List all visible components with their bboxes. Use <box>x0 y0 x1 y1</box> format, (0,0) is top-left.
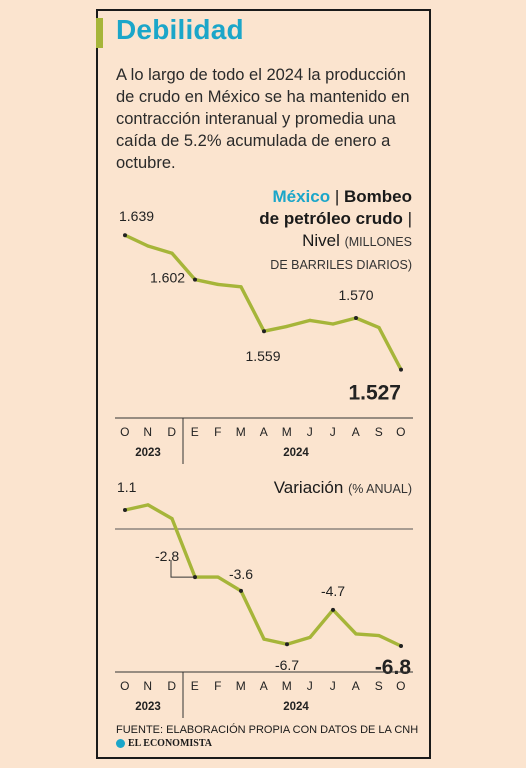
chart1-name-line1: Bombeo <box>344 187 412 206</box>
label-marker <box>193 277 197 282</box>
title-accent-bar <box>96 18 103 48</box>
logo-text: EL ECONOMISTA <box>128 738 212 749</box>
data-label: 1.570 <box>338 287 373 303</box>
x-tick-label: F <box>214 425 222 439</box>
year-label: 2023 <box>135 701 161 713</box>
chart1-country: México <box>272 187 331 206</box>
x-tick-label: O <box>120 679 130 693</box>
label-marker <box>399 643 403 648</box>
label-marker <box>239 588 243 593</box>
data-point <box>239 285 243 289</box>
chart2-unit: (% ANUAL) <box>348 482 412 496</box>
data-label: -3.6 <box>229 566 253 582</box>
data-label: 1.559 <box>245 348 280 364</box>
label-marker <box>354 316 358 320</box>
data-label: -4.7 <box>321 583 345 599</box>
x-tick-label: J <box>330 425 337 439</box>
label-marker <box>285 642 289 647</box>
data-point <box>377 634 381 638</box>
data-point <box>377 326 381 330</box>
data-point <box>216 575 220 579</box>
x-tick-label: M <box>282 679 293 693</box>
x-tick-label: N <box>143 679 152 693</box>
chart1-unit-line1: (MILLONES <box>344 235 412 249</box>
x-tick-label: J <box>307 425 314 439</box>
chart2-label: Variación <box>273 478 344 497</box>
data-point <box>308 635 312 640</box>
label-marker <box>123 233 127 238</box>
label-marker <box>262 329 266 334</box>
series-line <box>123 503 403 648</box>
data-point <box>216 282 220 286</box>
data-label: 1.1 <box>117 479 137 495</box>
source-note: FUENTE: ELABORACIÓN PROPIA CON DATOS DE … <box>116 724 419 736</box>
page-title: Debilidad <box>116 14 244 45</box>
data-label: -2.8 <box>155 548 179 564</box>
x-tick-label: D <box>167 679 176 693</box>
x-tick-label: M <box>236 425 247 439</box>
data-point <box>170 517 174 521</box>
x-tick-label: N <box>143 425 152 439</box>
x-tick-label: A <box>260 425 269 439</box>
x-tick-label: O <box>120 425 130 439</box>
label-marker <box>399 367 403 372</box>
data-point <box>331 322 335 326</box>
label-marker <box>331 607 335 612</box>
data-label: 1.639 <box>119 208 154 224</box>
label-marker <box>123 508 127 513</box>
data-point <box>285 324 289 328</box>
data-point <box>146 244 150 248</box>
x-tick-label: S <box>375 425 384 439</box>
chart2-title: Variación (% ANUAL) <box>274 478 412 498</box>
data-point <box>146 503 150 507</box>
x-tick-label: F <box>214 679 222 693</box>
year-label: 2024 <box>283 447 309 459</box>
x-tick-label: O <box>396 425 406 439</box>
label-marker <box>193 575 197 580</box>
x-tick-label: A <box>352 679 361 693</box>
chart1-title: México | Bombeo de petróleo crudo | Nive… <box>259 186 412 276</box>
label-leader <box>170 560 195 578</box>
x-tick-label: S <box>375 679 384 693</box>
x-tick-label: A <box>260 679 269 693</box>
intro-text: A lo largo de todo el 2024 la producción… <box>116 66 410 172</box>
year-label: 2024 <box>283 701 309 713</box>
x-tick-label: D <box>167 425 176 439</box>
data-label: -6.8 <box>375 656 412 679</box>
data-label: 1.602 <box>150 270 185 286</box>
chart1-unit-line2: DE BARRILES DIARIOS) <box>270 258 412 272</box>
publisher-logo: EL ECONOMISTA <box>116 738 212 749</box>
x-tick-label: O <box>396 679 406 693</box>
data-label: 1.527 <box>348 382 401 405</box>
data-point <box>308 318 312 322</box>
logo-icon <box>116 739 125 748</box>
data-label: -6.7 <box>275 657 299 673</box>
x-tick-label: M <box>282 425 293 439</box>
data-point <box>170 251 174 255</box>
chart1-level: Nivel <box>302 231 340 250</box>
chart1-separator2: | <box>402 209 412 228</box>
data-point <box>354 632 358 636</box>
data-point <box>262 637 266 641</box>
x-tick-label: J <box>307 679 314 693</box>
x-tick-label: A <box>352 425 361 439</box>
x-tick-label: M <box>236 679 247 693</box>
year-label: 2023 <box>135 447 161 459</box>
x-tick-label: E <box>191 425 200 439</box>
chart1-separator: | <box>330 187 344 206</box>
x-tick-label: J <box>330 679 337 693</box>
x-tick-label: E <box>191 679 200 693</box>
chart1-name-line2: de petróleo crudo <box>259 209 403 228</box>
